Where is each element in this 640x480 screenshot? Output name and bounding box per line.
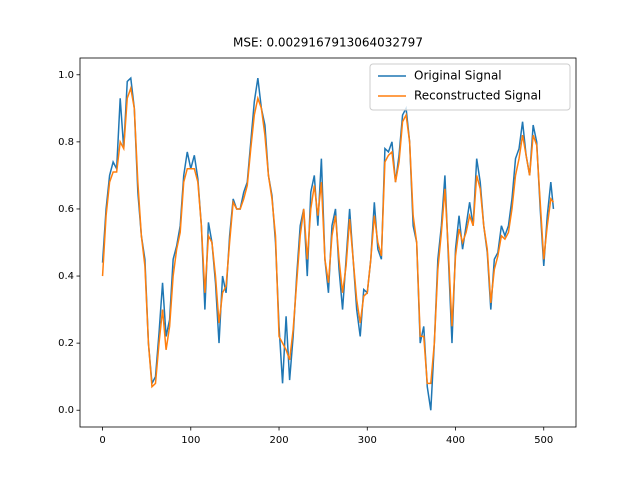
legend-box	[369, 63, 571, 111]
y-tick-label: 0.6	[58, 204, 74, 215]
axes-frame	[79, 57, 577, 428]
x-tick-label: 300	[358, 435, 377, 446]
x-tick-label: 500	[534, 435, 553, 446]
legend-label: Reconstructed Signal	[414, 89, 541, 103]
x-tick-label: 200	[269, 435, 288, 446]
x-tick-label: 100	[181, 435, 200, 446]
legend-label: Original Signal	[414, 69, 502, 83]
y-tick-label: 0.4	[58, 271, 74, 282]
y-tick-label: 1.0	[58, 70, 74, 81]
y-tick-label: 0.8	[58, 137, 74, 148]
chart-title: MSE: 0.0029167913064032797	[233, 36, 423, 50]
x-tick-label: 0	[99, 435, 105, 446]
x-tick-label: 400	[446, 435, 465, 446]
series-line	[101, 76, 555, 411]
y-tick-label: 0.2	[58, 338, 74, 349]
y-tick-label: 0.0	[58, 405, 74, 416]
series-line	[101, 85, 555, 389]
